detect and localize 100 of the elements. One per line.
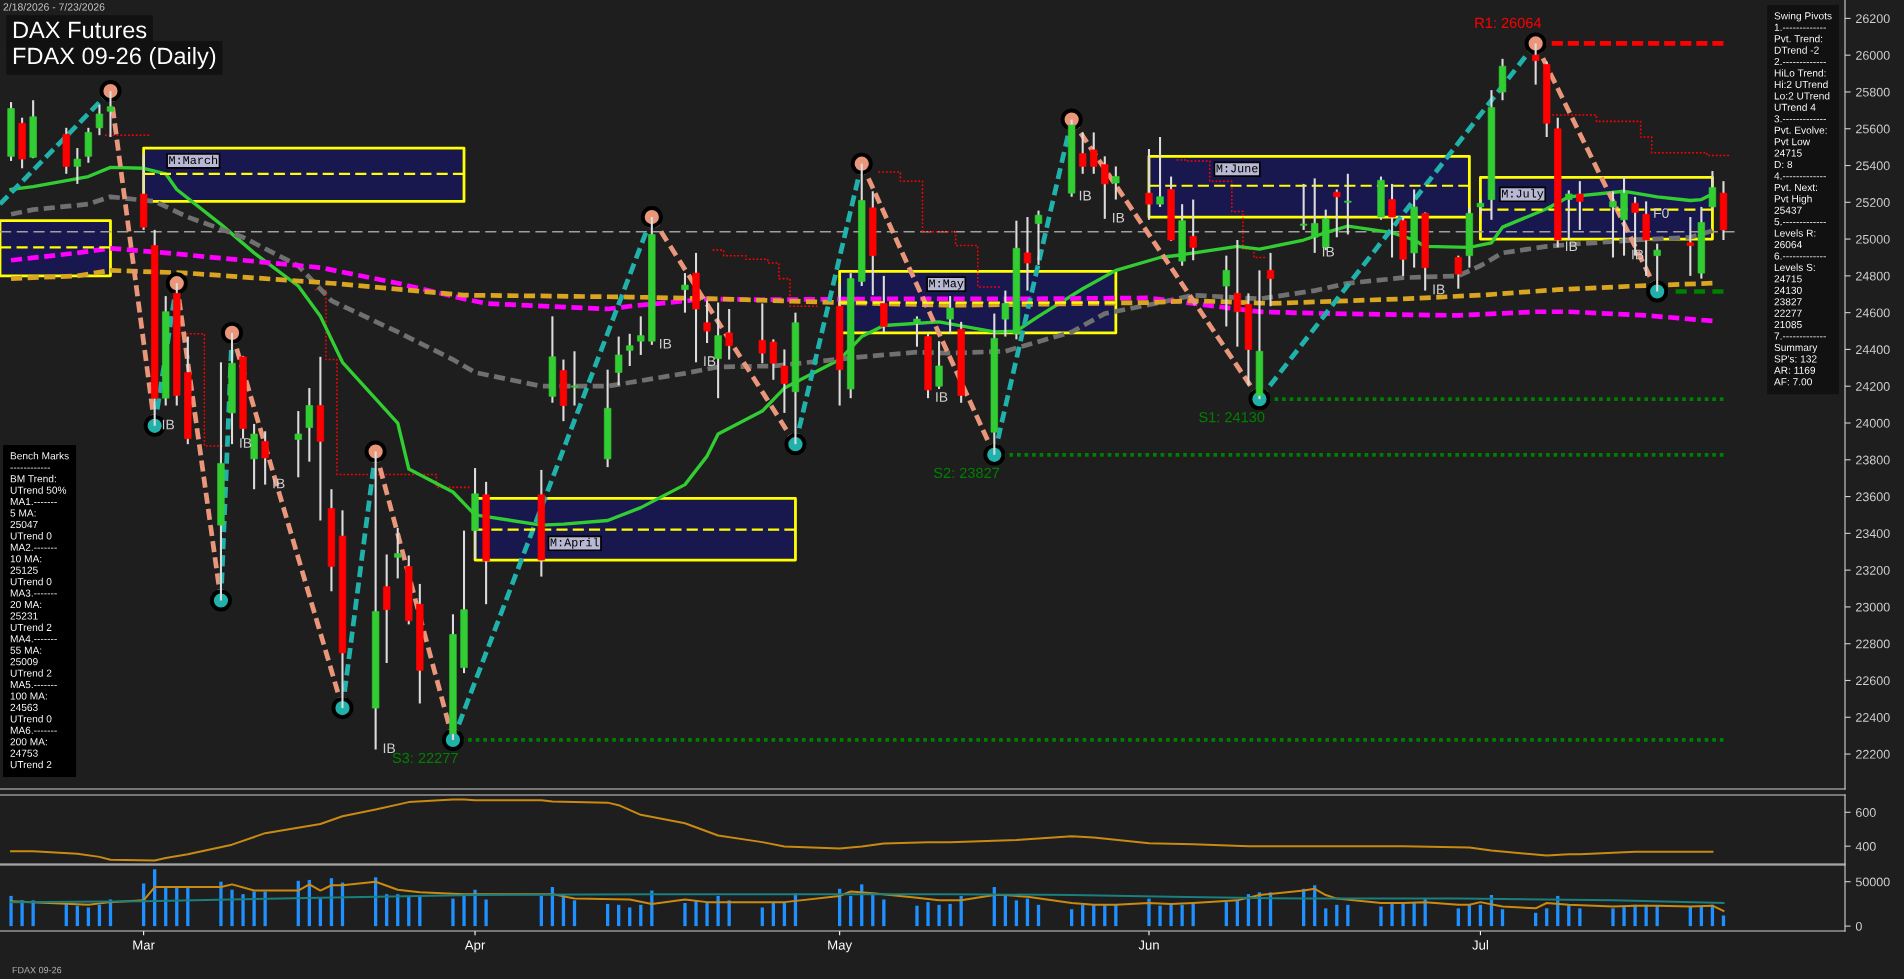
candlestick: [383, 553, 391, 665]
annotation: IB: [660, 338, 672, 349]
series-label: M:July: [1502, 188, 1544, 200]
series-label: S1: 24130: [1199, 411, 1265, 423]
annotation: IB: [383, 743, 395, 754]
bar: [263, 891, 267, 927]
y-tick-label: 25000: [1856, 234, 1890, 244]
bar: [451, 898, 455, 927]
bar: [926, 902, 930, 927]
x-tick-label: Mar: [133, 940, 155, 950]
bar: [9, 895, 13, 927]
bar: [1401, 903, 1405, 927]
bar: [705, 902, 709, 927]
bar: [241, 894, 245, 927]
bar: [1390, 903, 1394, 927]
candlestick: [1388, 182, 1396, 259]
annotation: IB: [936, 392, 948, 402]
bar: [849, 895, 853, 927]
candlestick: [1001, 289, 1010, 338]
bar: [1721, 915, 1726, 927]
x-tick-label: Jun: [1138, 940, 1159, 950]
y-tick-label: 0: [1855, 921, 1862, 931]
annotation: IB: [704, 356, 716, 366]
candlestick: [1299, 182, 1308, 231]
candlestick: [1079, 131, 1087, 175]
y-tick-label: 24400: [1856, 345, 1890, 355]
bar: [628, 907, 632, 927]
bar: [539, 895, 543, 927]
line-series: [10, 880, 1725, 913]
candlestick: [1233, 238, 1242, 348]
point: [640, 206, 663, 229]
y-tick-label: 26200: [1856, 14, 1890, 24]
annotation: IB: [1113, 212, 1125, 223]
candlestick: [626, 332, 634, 368]
line-series: [10, 893, 1725, 905]
bar: [1500, 909, 1505, 927]
bar: [882, 899, 886, 927]
y-tick-label: 24600: [1856, 308, 1890, 318]
candlestick: [880, 274, 888, 334]
point: [165, 272, 188, 295]
y-tick-label: 24000: [1856, 418, 1890, 428]
text: Bench Marks ------------ BM Trend: UTrend 50% MA1.------- 5 MA: 25047 UTrend 0 MA2.------- 10 MA: 25125 UTrend 0 MA3.------- 20 MA: 25231 UTrend 2 MA4.------- 55 MA: 25009 UTrend 2 MA5.------- 100 MA: 24563 UTrend 0 MA6.------- 200 MA: 24753 UTrend 2: [10, 452, 69, 769]
y-tick-label: 23600: [1856, 492, 1890, 502]
candlestick: [913, 315, 921, 348]
bar: [1644, 904, 1648, 927]
series-label: M:March: [169, 155, 218, 165]
candlestick: [946, 295, 954, 335]
candlestick: [681, 272, 689, 314]
y-tick-label: 23200: [1856, 565, 1890, 575]
y-tick-label: 600: [1856, 808, 1876, 817]
candlestick: [1090, 131, 1098, 175]
candlestick: [261, 430, 269, 486]
candlestick: [1222, 254, 1230, 328]
candlestick: [1565, 189, 1573, 242]
series-label: S2: 23827: [933, 467, 1000, 479]
candlestick: [1333, 188, 1341, 239]
y-tick-label: 22600: [1856, 676, 1890, 686]
candlestick: [1112, 165, 1120, 201]
text: Swing Pivots 1.------------- Pvt. Trend: DTrend -2 2.------------- HiLo Trend: Hi:2 UTrend Lo:2 UTrend UTrend 4 3.------------- Pvt. Evolve: Pvt Low 24715 D: 8 4.------------- Pvt. Next: Pvt High 25437 5.------------- Levels R: 26064 6.------------- Levels S: 24715 24130 23827 22277 21085 7.------------- Summary SP's: 132 AR: 1169 AF: 7.00: [1774, 12, 1832, 386]
bar: [484, 899, 488, 927]
bar: [948, 903, 952, 927]
point: [983, 443, 1006, 466]
y-tick-label: 25400: [1856, 161, 1890, 171]
bar: [1069, 909, 1074, 927]
point: [850, 152, 873, 175]
bar: [252, 891, 256, 927]
candlestick: [1653, 242, 1661, 293]
candlestick: [714, 301, 722, 400]
candlestick: [935, 340, 943, 391]
bar: [1545, 908, 1549, 927]
candlestick: [1311, 177, 1319, 254]
candlestick: [1145, 147, 1153, 221]
bar: [1003, 895, 1008, 927]
y-tick-label: 24200: [1856, 382, 1890, 391]
annotation: IB: [1565, 241, 1578, 251]
candlestick: [1156, 135, 1164, 208]
bar: [1180, 904, 1184, 927]
candlestick: [95, 103, 104, 137]
point: [221, 321, 244, 344]
point: [209, 589, 232, 612]
bar: [1622, 906, 1626, 927]
bar: [1224, 902, 1228, 927]
bar: [1346, 904, 1350, 927]
line-series: [10, 798, 1714, 862]
candlestick: [769, 338, 778, 381]
bar: [31, 900, 35, 927]
bar: [1379, 906, 1383, 927]
candlestick: [394, 526, 402, 580]
annotation: F0: [1654, 208, 1669, 218]
series-label: M:May: [929, 279, 964, 290]
bar: [937, 904, 941, 927]
candlestick: [1454, 254, 1462, 290]
bar: [1611, 908, 1615, 927]
y-tick-label: 23000: [1856, 602, 1890, 612]
y-tick-label: 25200: [1856, 198, 1890, 207]
y-tick-label: 26000: [1856, 50, 1890, 60]
bar: [1158, 905, 1162, 927]
point: [331, 697, 354, 720]
annotation: IB: [1632, 249, 1644, 260]
bar: [86, 907, 91, 927]
